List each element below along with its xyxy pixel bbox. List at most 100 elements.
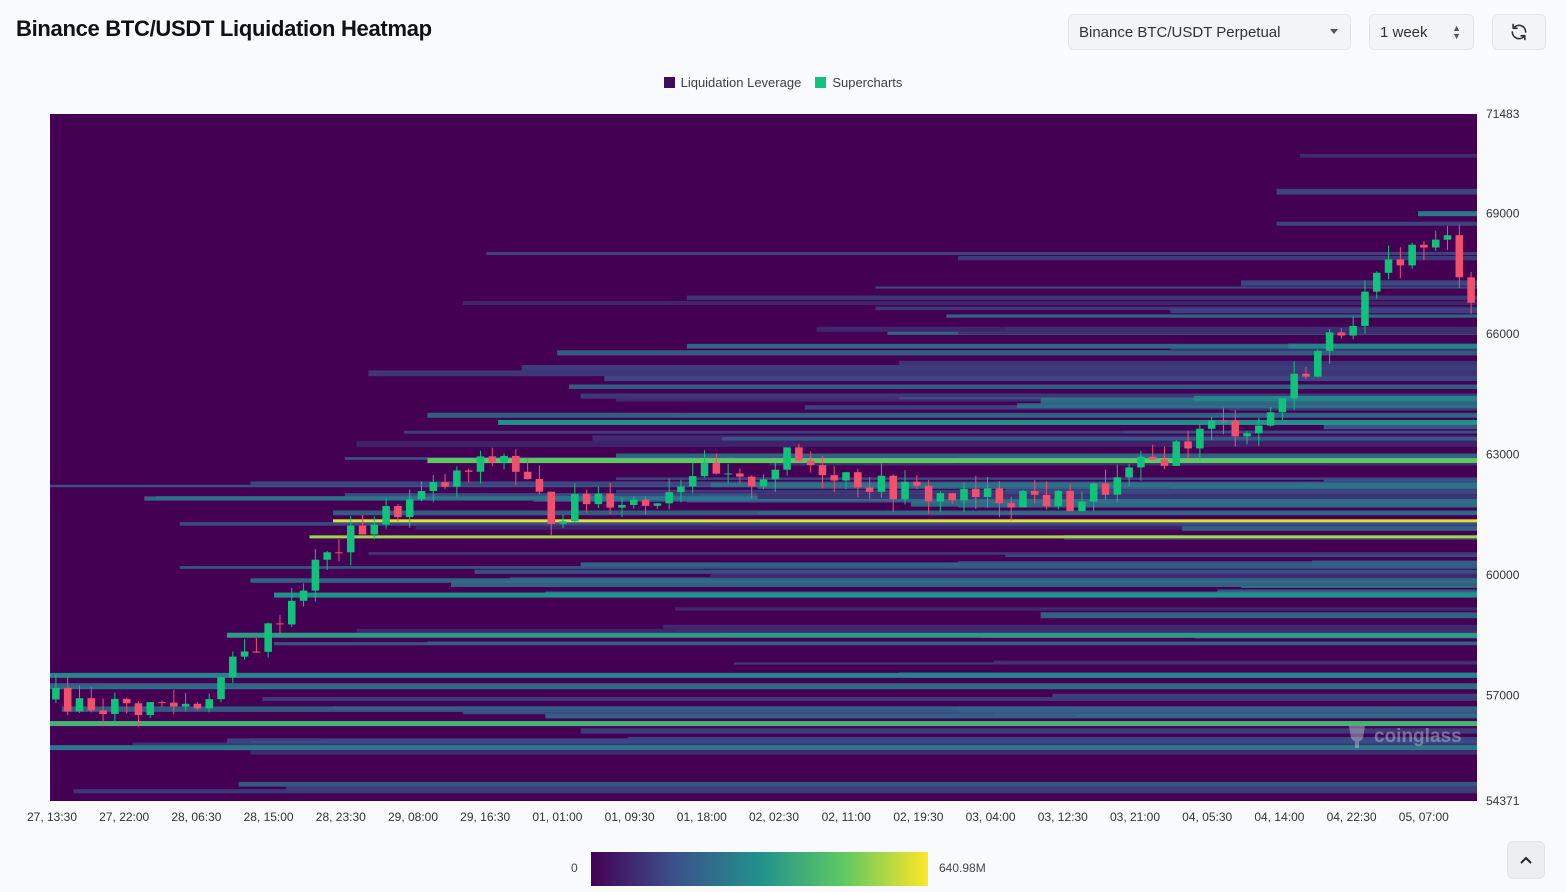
candle-body [299, 590, 308, 601]
candle-body [1089, 483, 1098, 502]
liquidation-level [61, 706, 1478, 712]
candle-body [995, 488, 1004, 504]
y-tick-label: 69000 [1486, 207, 1520, 221]
candle-body [606, 493, 614, 508]
liquidation-level [627, 736, 1477, 740]
candle-body [1443, 235, 1452, 240]
candle-body [1361, 291, 1369, 326]
y-tick-label: 60000 [1486, 568, 1520, 582]
candle-body [665, 492, 673, 504]
candle-body [146, 702, 155, 716]
candle-body [1007, 503, 1015, 508]
colorbar-min-label: 0 [571, 861, 578, 875]
liquidation-level [226, 738, 1477, 745]
candle-body [877, 475, 886, 492]
time-range-select[interactable]: 1 week ▲ ▼ [1369, 14, 1474, 50]
liquidation-level [450, 581, 1477, 588]
time-range-select-value: 1 week [1380, 23, 1428, 41]
legend-item-liquidation-leverage[interactable]: Liquidation Leverage [663, 75, 802, 90]
liquidation-level [1276, 188, 1477, 195]
candle-body [1207, 420, 1216, 429]
candle-body [240, 651, 249, 657]
candle-body [1172, 441, 1181, 466]
candle-body [122, 698, 131, 704]
liquidation-level [958, 331, 1477, 335]
candle-body [559, 521, 567, 524]
candle-body [111, 698, 119, 714]
candle-body [1196, 428, 1204, 449]
liquidation-band [309, 535, 1477, 539]
liquidation-level [958, 505, 1477, 508]
candle-body [571, 493, 579, 522]
candle-body [865, 487, 874, 492]
liquidation-band [274, 592, 1478, 598]
legend-swatch [815, 77, 827, 88]
liquidation-level [1005, 488, 1477, 494]
candle-body [417, 491, 426, 500]
candle-body [1054, 490, 1063, 507]
x-tick-label: 04, 22:30 [1327, 810, 1377, 824]
price-candles [52, 224, 1475, 727]
liquidation-level [993, 660, 1477, 665]
candle-body [476, 456, 485, 472]
liquidation-band [50, 721, 1477, 727]
liquidation-level [1182, 526, 1477, 531]
candle-body [972, 488, 980, 497]
candle-body [1420, 244, 1428, 248]
candle-body [983, 488, 992, 497]
liquidation-level [1241, 280, 1477, 286]
liquidation-level [179, 566, 1477, 569]
x-tick-label: 02, 11:00 [822, 810, 871, 824]
candle-body [63, 687, 72, 712]
x-tick-label: 05, 07:00 [1399, 810, 1449, 824]
liquidation-level [274, 642, 1478, 646]
candle-body [500, 455, 508, 463]
liquidation-band [427, 458, 1477, 464]
liquidation-level [50, 683, 1477, 690]
exchange-select[interactable]: Binance BTC/USDT Perpetual [1068, 14, 1351, 50]
liquidation-level [663, 624, 1477, 629]
candle-body [323, 552, 331, 560]
candle-body [512, 455, 520, 472]
legend-item-supercharts[interactable]: Supercharts [815, 75, 902, 90]
refresh-icon [1511, 23, 1527, 41]
x-tick-label: 01, 18:00 [677, 810, 727, 824]
candle-body [1431, 239, 1440, 248]
candle-body [677, 486, 685, 493]
candle-body [346, 525, 355, 553]
candle-body [1396, 259, 1405, 266]
colorbar-max-label: 640.98M [939, 861, 986, 875]
candle-body [1266, 412, 1275, 426]
x-tick-label: 03, 12:30 [1038, 810, 1088, 824]
candle-body [276, 623, 284, 625]
candle-body [1066, 490, 1074, 512]
candle-body [488, 456, 497, 463]
x-tick-label: 29, 16:30 [460, 810, 510, 824]
refresh-button[interactable] [1492, 14, 1546, 50]
candle-body [854, 472, 862, 488]
candle-body [181, 703, 190, 707]
liquidation-level [368, 370, 1477, 377]
candle-body [948, 493, 956, 501]
scroll-to-top-button[interactable] [1507, 841, 1545, 879]
liquidation-level [403, 430, 1478, 434]
liquidation-band [50, 745, 1477, 751]
legend-label: Liquidation Leverage [680, 75, 802, 90]
liquidation-level [686, 343, 1477, 349]
candle-body [818, 465, 827, 476]
candle-body [1160, 459, 1169, 466]
candle-body [1113, 477, 1122, 495]
chart-legend: Liquidation Leverage Supercharts [0, 75, 1566, 90]
liquidation-level [1040, 612, 1477, 619]
candle-body [594, 493, 603, 505]
exchange-select-value: Binance BTC/USDT Perpetual [1079, 23, 1281, 41]
liquidation-level [1017, 403, 1477, 409]
candle-body [1184, 441, 1192, 449]
liquidation-level [710, 573, 1477, 578]
candle-body [134, 703, 143, 716]
candle-body [724, 473, 732, 475]
candle-body [1255, 425, 1263, 434]
candle-body [653, 503, 662, 506]
candle-body [464, 470, 473, 472]
